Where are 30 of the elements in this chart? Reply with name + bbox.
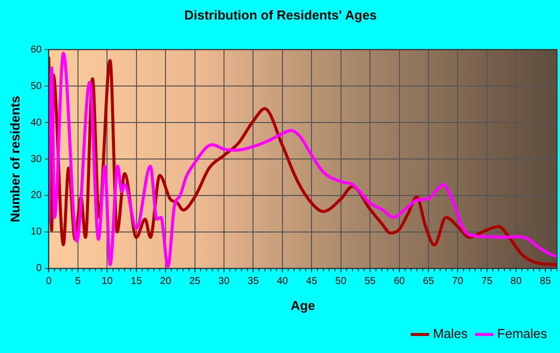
x-tick-label: 20 (160, 276, 172, 288)
y-tick-label: 60 (30, 44, 42, 56)
chart-title: Distribution of Residents' Ages (184, 7, 377, 22)
x-tick-label: 35 (248, 276, 260, 288)
x-tick-label: 30 (218, 276, 230, 288)
x-tick-label: 5 (75, 276, 82, 288)
x-tick-label: 60 (394, 276, 406, 288)
x-tick-label: 65 (422, 276, 434, 288)
x-tick-label: 0 (46, 276, 52, 288)
x-tick-label: 85 (540, 276, 552, 288)
x-axis-title: Age (290, 298, 316, 313)
y-tick-label: 20 (30, 190, 42, 202)
legend-label: Females (497, 326, 548, 342)
x-tick-label: 75 (481, 276, 493, 288)
y-tick-label: 0 (36, 263, 42, 274)
x-tick-label: 80 (510, 276, 522, 288)
x-tick-label: 10 (102, 276, 114, 288)
y-axis-title: Number of residents (7, 96, 22, 222)
x-tick-label: 70 (452, 276, 464, 288)
y-tick-label: 30 (30, 154, 42, 165)
x-tick-label: 15 (130, 276, 142, 288)
y-tick-label: 10 (30, 226, 42, 238)
x-tick-label: 55 (364, 276, 376, 288)
x-tick-label: 50 (335, 276, 347, 288)
y-tick-label: 50 (30, 80, 42, 92)
x-tick-label: 45 (306, 276, 318, 288)
y-tick-label: 40 (30, 117, 42, 128)
x-tick-label: 25 (189, 276, 201, 288)
x-tick-label: 40 (276, 276, 288, 288)
legend-label: Males (432, 326, 468, 342)
